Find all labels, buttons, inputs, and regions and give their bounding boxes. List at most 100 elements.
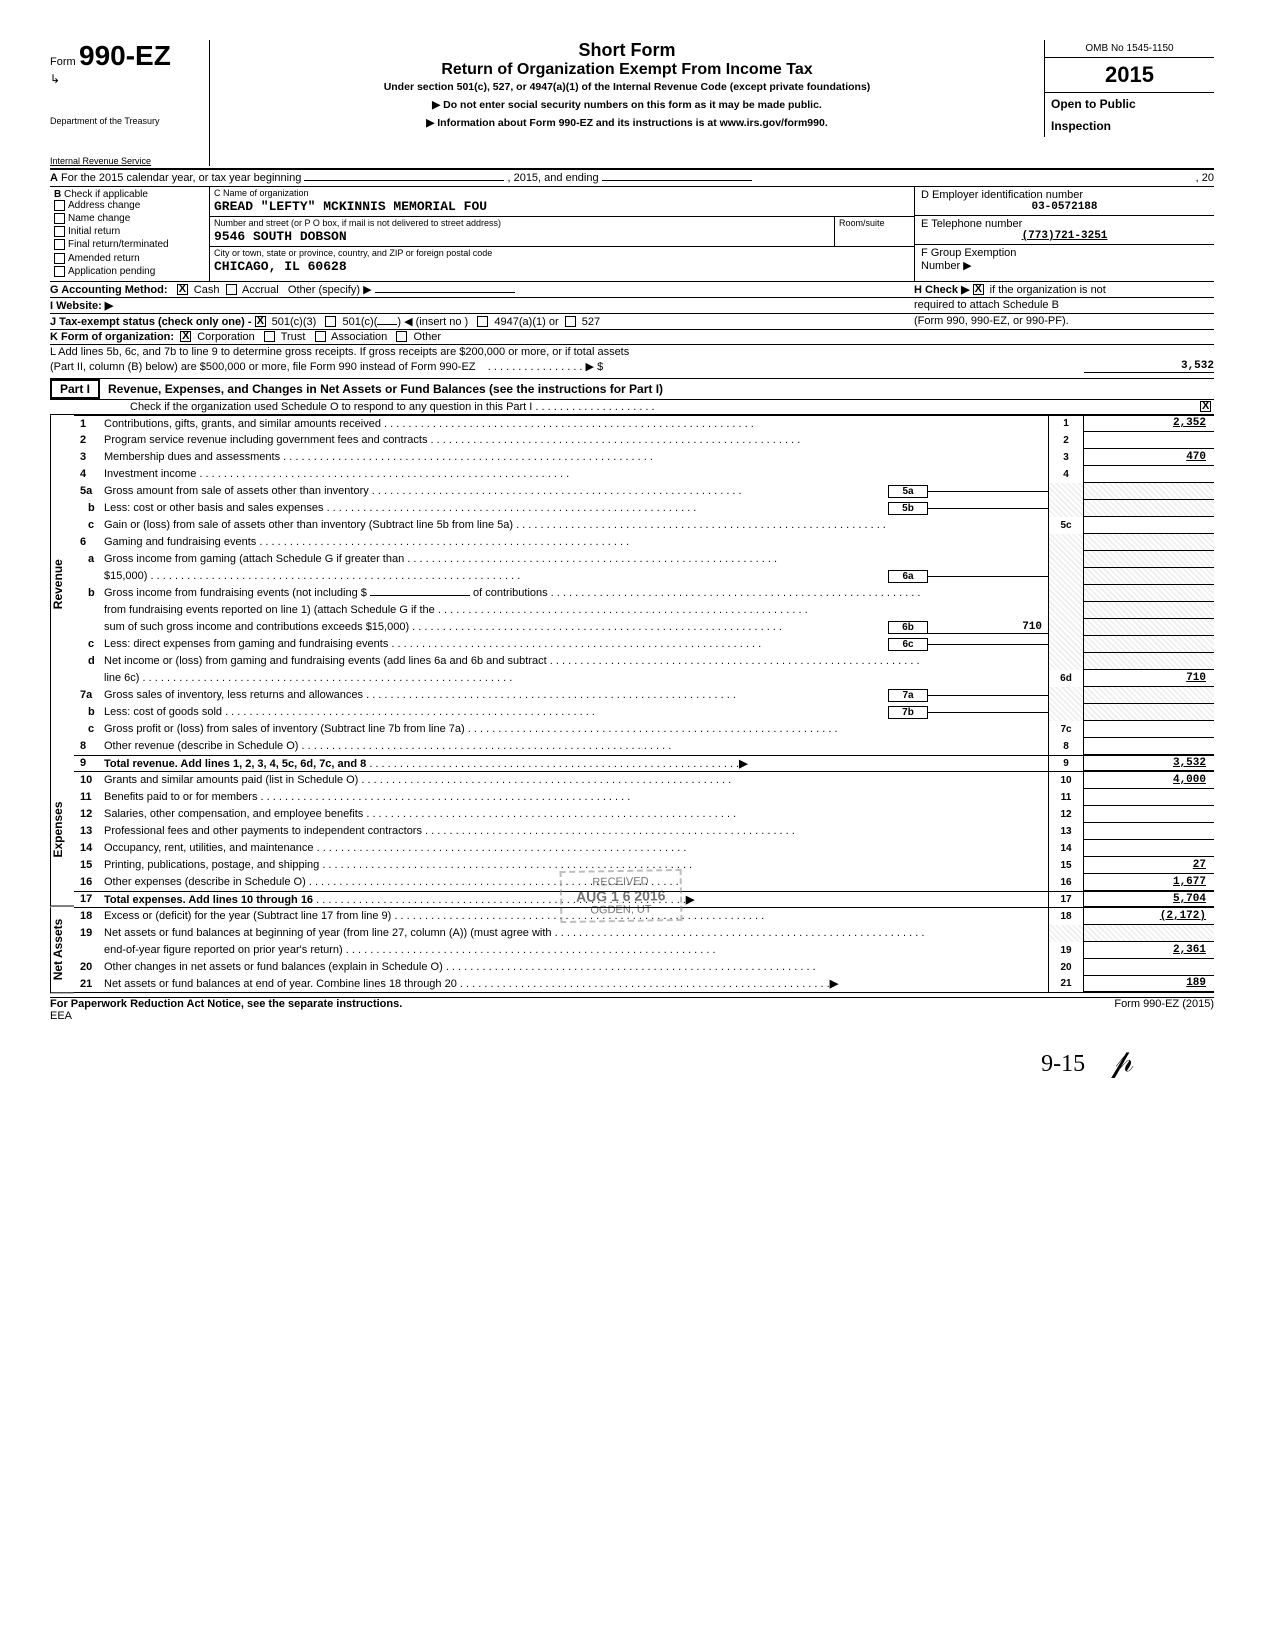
note-info: ▶ Information about Form 990-EZ and its … [220,117,1034,129]
k-label: K Form of organization: [50,331,174,343]
chk-amended-return[interactable] [54,253,65,264]
chk-final-return[interactable] [54,239,65,250]
street-address: 9546 SOUTH DOBSON [210,229,834,246]
chk-application-pending[interactable] [54,266,65,277]
chk-527[interactable] [565,316,576,327]
right-header-block: OMB No 1545-1150 2015 Open to Public Ins… [1044,40,1214,137]
e-label: E Telephone number [921,218,1208,230]
line-6: 6Gaming and fundraising events [74,534,1214,551]
l-text1: L Add lines 5b, 6c, and 7b to line 9 to … [50,346,1214,358]
dept-irs: Internal Revenue Service [50,156,201,166]
row-a-right: , 20 [1054,172,1214,184]
part1-title: Revenue, Expenses, and Changes in Net As… [100,382,663,396]
h-text2: required to attach Schedule B [914,299,1214,312]
line-cont: from fundraising events reported on line… [74,602,1214,619]
l-text2: (Part II, column (B) below) are $500,000… [50,361,476,373]
row-a-mid: , 2015, and ending [507,172,598,184]
line-6a: $15,000)6a [74,568,1214,585]
chk-h[interactable] [973,284,984,295]
open-public-2: Inspection [1045,115,1214,137]
chk-initial-return[interactable] [54,226,65,237]
line-19: 19Net assets or fund balances at beginni… [74,925,1214,942]
phone: (773)721-3251 [921,230,1208,242]
chk-other-org[interactable] [396,331,407,342]
line-d: dNet income or (loss) from gaming and fu… [74,653,1214,670]
line-4: 4Investment income4 [74,466,1214,483]
line-9: 9Total revenue. Add lines 1, 2, 3, 4, 5c… [74,755,1214,772]
chk-address-change[interactable] [54,200,65,211]
page-footer: For Paperwork Reduction Act Notice, see … [50,997,1214,1022]
form-header: Form 990-EZ ↳ Department of the Treasury… [50,40,1214,166]
l-dots: . . . . . . . . . . . . . . . . ▶ $ [488,361,603,373]
part1-label: Part I [50,379,100,399]
part1-check-row: Check if the organization used Schedule … [50,400,1214,415]
line-3: 3Membership dues and assessments3470 [74,449,1214,466]
line-7c: cGross profit or (loss) from sales of in… [74,721,1214,738]
omb-number: OMB No 1545-1150 [1045,40,1214,58]
arrow-icon: ↳ [50,72,201,86]
j-label: J Tax-exempt status (check only one) - [50,316,252,328]
row-a: A For the 2015 calendar year, or tax yea… [50,170,1214,187]
gross-receipts: 3,532 [1084,360,1214,373]
part1-check-text: Check if the organization used Schedule … [130,401,655,413]
side-netassets: Net Assets [50,907,74,993]
line-a: aGross income from gaming (attach Schedu… [74,551,1214,568]
line-7a: 7aGross sales of inventory, less returns… [74,687,1214,704]
h-label: H Check ▶ [914,284,970,296]
room-suite-label: Room/suite [835,217,914,229]
b-text: Check if applicable [64,189,148,200]
chk-name-change[interactable] [54,213,65,224]
chk-accrual[interactable] [226,284,237,295]
city-label: City or town, state or province, country… [210,247,914,259]
g-label: G Accounting Method: [50,284,168,296]
line-1: 1Contributions, gifts, grants, and simil… [74,415,1214,432]
line-20: 20Other changes in net assets or fund ba… [74,959,1214,976]
side-expenses: Expenses [50,754,74,907]
line-11: 11Benefits paid to or for members11 [74,789,1214,806]
col-c: C Name of organization GREAD "LEFTY" MCK… [210,187,914,281]
city-state-zip: CHICAGO, IL 60628 [210,259,914,276]
dept-treasury: Department of the Treasury [50,116,201,126]
chk-trust[interactable] [264,331,275,342]
part1-header: Part I Revenue, Expenses, and Changes in… [50,378,1214,400]
chk-501c3[interactable] [255,316,266,327]
form-number: 990-EZ [79,40,171,71]
line-5c: cGain or (loss) from sale of assets othe… [74,517,1214,534]
form-word: Form [50,56,76,68]
subtitle: Under section 501(c), 527, or 4947(a)(1)… [220,81,1034,93]
title-short-form: Short Form [220,40,1034,61]
chk-corp[interactable] [180,331,191,342]
i-label: I Website: ▶ [50,300,113,312]
line-10: 10Grants and similar amounts paid (list … [74,772,1214,789]
f-label2: Number ▶ [921,259,1208,272]
line-6d: line 6c)6d710 [74,670,1214,687]
col-def: D Employer identification number 03-0572… [914,187,1214,281]
addr-label: Number and street (or P O box, if mail i… [210,217,834,229]
chk-4947[interactable] [477,316,488,327]
section-bcdef: B Check if applicable Address change Nam… [50,187,1214,282]
title-block: Short Form Return of Organization Exempt… [210,40,1044,129]
ein: 03-0572188 [921,201,1208,213]
title-return: Return of Organization Exempt From Incom… [220,61,1034,79]
section-gl: G Accounting Method: Cash Accrual Other … [50,282,1214,374]
line-8: 8Other revenue (describe in Schedule O)8 [74,738,1214,755]
eea: EEA [50,1010,72,1022]
form-number-block: Form 990-EZ ↳ Department of the Treasury… [50,40,210,166]
line-5b: bLess: cost or other basis and sales exp… [74,500,1214,517]
c-label: C Name of organization [210,187,914,199]
chk-cash[interactable] [177,284,188,295]
chk-assoc[interactable] [315,331,326,342]
chk-schedule-o[interactable] [1200,401,1211,412]
line-b: bGross income from fundraising events (n… [74,585,1214,602]
label-b: B [54,189,61,200]
open-public-1: Open to Public [1045,93,1214,115]
line-6c: cLess: direct expenses from gaming and f… [74,636,1214,653]
f-label: F Group Exemption [921,247,1208,259]
d-label: D Employer identification number [921,189,1208,201]
chk-501c[interactable] [325,316,336,327]
line-13: 13Professional fees and other payments t… [74,823,1214,840]
h-text3: (Form 990, 990-EZ, or 990-PF). [914,315,1214,328]
line-7b: bLess: cost of goods sold7b [74,704,1214,721]
handwritten-date: 9-15 𝓅 [50,1042,1214,1080]
line-14: 14Occupancy, rent, utilities, and mainte… [74,840,1214,857]
